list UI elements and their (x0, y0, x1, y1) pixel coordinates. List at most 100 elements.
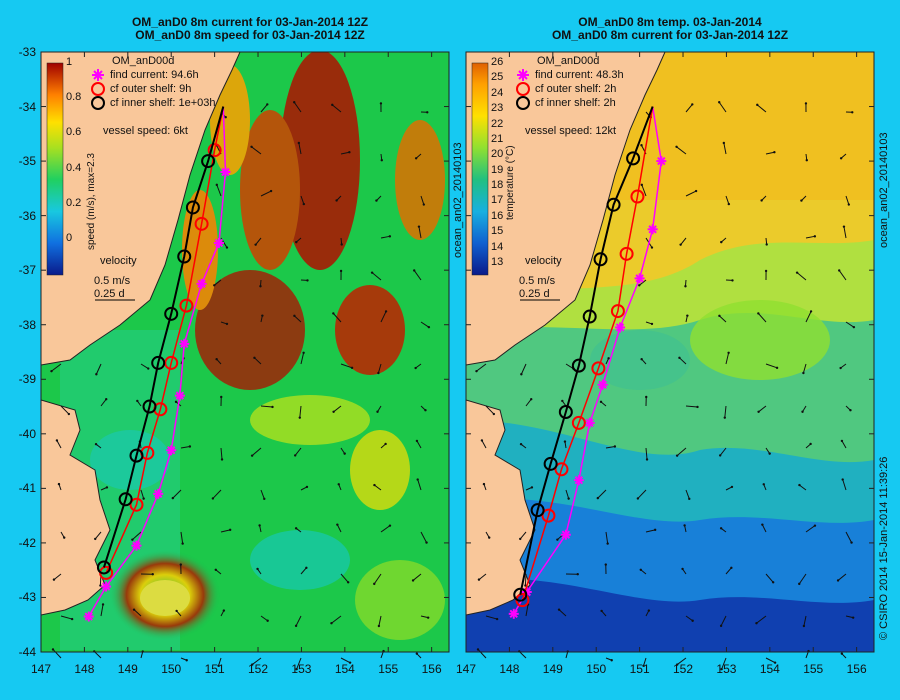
colorbar-tick-label: 21 (491, 132, 504, 145)
velocity-arrow-head (261, 314, 264, 317)
velocity-arrow-head (850, 541, 853, 544)
velocity-arrow (723, 142, 727, 155)
inner-shelf-marker (201, 154, 216, 169)
velocity-arrow-head (480, 439, 484, 442)
velocity-arrow (757, 313, 767, 323)
velocity-arrow (299, 405, 302, 418)
velocity-arrow-head (675, 454, 679, 457)
velocity-arrow (374, 484, 382, 491)
velocity-arrow-head (293, 101, 296, 104)
inner-shelf-marker (96, 560, 111, 575)
velocity-arrow-head (297, 141, 301, 145)
velocity-arrow (718, 101, 727, 113)
velocity-arrow-head (718, 314, 721, 318)
velocity-arrow-head (373, 483, 376, 487)
left-title-line1: OM_anD0 8m current for 03-Jan-2014 12Z (131, 15, 369, 29)
velocity-arrow-head (576, 573, 579, 576)
velocity-arrow-head (639, 568, 642, 571)
velocity-arrow-head (136, 399, 139, 403)
lon-tick-label: 147 (30, 662, 52, 676)
inner-shelf-marker (626, 151, 641, 166)
velocity-arrow (756, 104, 767, 113)
velocity-arrow (340, 363, 353, 369)
right-vessel-speed: vessel speed: 12kt (525, 125, 617, 137)
velocity-arrow-head (475, 369, 478, 373)
velocity-arrow (843, 226, 847, 239)
velocity-arrow-head (647, 609, 651, 612)
lat-tick-label: -40 (18, 426, 36, 441)
find-current-marker (196, 278, 207, 289)
velocity-arrow (378, 615, 382, 627)
velocity-arrow-head (519, 442, 523, 446)
velocity-arrow (724, 405, 727, 418)
velocity-arrow-head (348, 661, 352, 664)
find-current-marker (101, 581, 112, 592)
velocity-arrow-head (731, 279, 734, 282)
colorbar-tick-label: 20 (491, 148, 504, 161)
velocity-arrow-head (350, 366, 354, 370)
velocity-arrow (805, 311, 812, 323)
find-current-marker (166, 445, 177, 456)
left-velocity-label: velocity (100, 255, 137, 267)
velocity-arrow-head (802, 371, 805, 375)
velocity-arrow (95, 363, 102, 375)
velocity-arrow-head (337, 483, 340, 486)
velocity-arrow-head (640, 357, 643, 361)
velocity-arrow-head (101, 603, 105, 606)
colorbar-tick-label: 1 (66, 56, 73, 68)
velocity-arrow-head (224, 116, 227, 119)
velocity-arrow-head (258, 524, 261, 527)
velocity-arrow (412, 573, 422, 581)
velocity-arrow-head (305, 485, 309, 489)
velocity-arrow-head (520, 373, 523, 376)
velocity-arrow-head (604, 563, 607, 566)
velocity-arrow (331, 104, 342, 113)
velocity-arrow (845, 195, 850, 205)
velocity-arrow-head (688, 497, 691, 501)
left-title: OM_anD0 8m current for 03-Jan-2014 12Z O… (35, 16, 465, 42)
velocity-arrow-head (765, 243, 768, 246)
colorbar-tick-label: 15 (491, 225, 504, 238)
velocity-arrow-head (295, 667, 298, 671)
left-colorbar-label: speed (m/s), max=2.3 (86, 153, 97, 250)
velocity-arrow-head (761, 523, 764, 526)
velocity-arrow-head (530, 398, 533, 401)
right-velocity-scale-1: 0.5 m/s (519, 275, 556, 287)
outer-shelf-marker (591, 361, 606, 376)
right-frame (465, 51, 875, 653)
right-side-label-bottom: © CSIRO 2014 15-Jan-2014 11:39:26 (878, 456, 890, 640)
velocity-arrow-head (638, 284, 641, 287)
right-velocity-label: velocity (525, 255, 562, 267)
velocity-arrow (725, 195, 730, 205)
velocity-arrow (685, 405, 698, 408)
velocity-arrow-head (266, 619, 269, 622)
velocity-arrow (373, 573, 382, 585)
velocity-arrow (294, 315, 302, 323)
velocity-arrow-head (175, 609, 178, 613)
lon-tick-label: 153 (291, 662, 312, 676)
colorbar-tick-label: 13 (491, 256, 504, 268)
velocity-arrow-head (723, 416, 726, 419)
right-colorbar (471, 62, 489, 276)
outer-shelf-marker (207, 143, 222, 158)
inner-shelf-marker (142, 399, 157, 414)
inner-shelf-marker (543, 456, 558, 471)
velocity-arrow-head (305, 566, 308, 570)
velocity-arrow (485, 615, 498, 620)
velocity-arrow-head (640, 183, 644, 187)
velocity-arrow-head (640, 144, 643, 147)
velocity-arrow-head (722, 141, 726, 145)
velocity-arrow (380, 525, 391, 533)
velocity-arrow-head (63, 536, 66, 539)
outer-shelf-marker (610, 304, 625, 319)
velocity-arrow (100, 604, 104, 617)
velocity-arrow-head (185, 659, 188, 662)
right-velocity-scale-2: 0.25 d (519, 288, 550, 300)
colorbar-tick-label: 16 (491, 209, 504, 222)
velocity-arrow (680, 237, 687, 245)
lon-tick-label: 155 (803, 662, 824, 676)
velocity-arrow-head (384, 442, 387, 446)
velocity-arrow (132, 531, 142, 541)
velocity-arrow-head (476, 648, 480, 651)
